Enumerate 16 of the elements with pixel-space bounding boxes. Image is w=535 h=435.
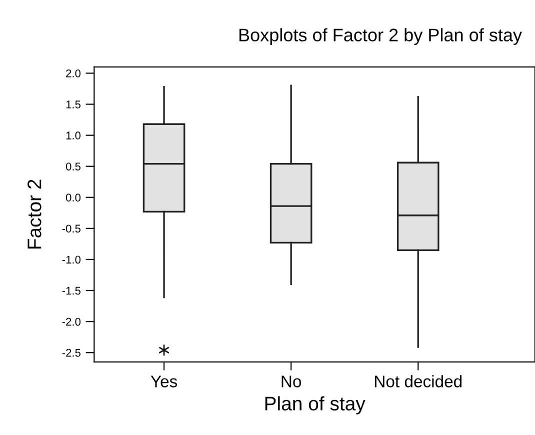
y-tick-label: -2.0	[62, 318, 81, 326]
y-tick-label: 1.0	[66, 132, 81, 140]
x-tick-label: Yes	[150, 376, 178, 388]
y-tick-label: 2.0	[66, 69, 81, 78]
y-tick-label: -1.5	[62, 286, 80, 295]
chart-title: Boxplots of Factor 2 by Plan of stay	[239, 28, 522, 45]
y-tick-label: -0.5	[62, 224, 80, 233]
y-tick-label: 0.0	[66, 194, 81, 202]
y-tick-label: -2.5	[62, 348, 80, 357]
y-tick-label: -1.0	[62, 256, 81, 264]
x-axis-title: Plan of stay	[265, 396, 366, 414]
y-tick-label: 1.5	[66, 100, 80, 108]
y-axis-title: Factor 2	[28, 180, 42, 249]
x-tick-label: Not decided	[375, 375, 462, 388]
x-tick-label: No	[282, 376, 302, 388]
y-tick-label: 0.5	[66, 162, 80, 170]
